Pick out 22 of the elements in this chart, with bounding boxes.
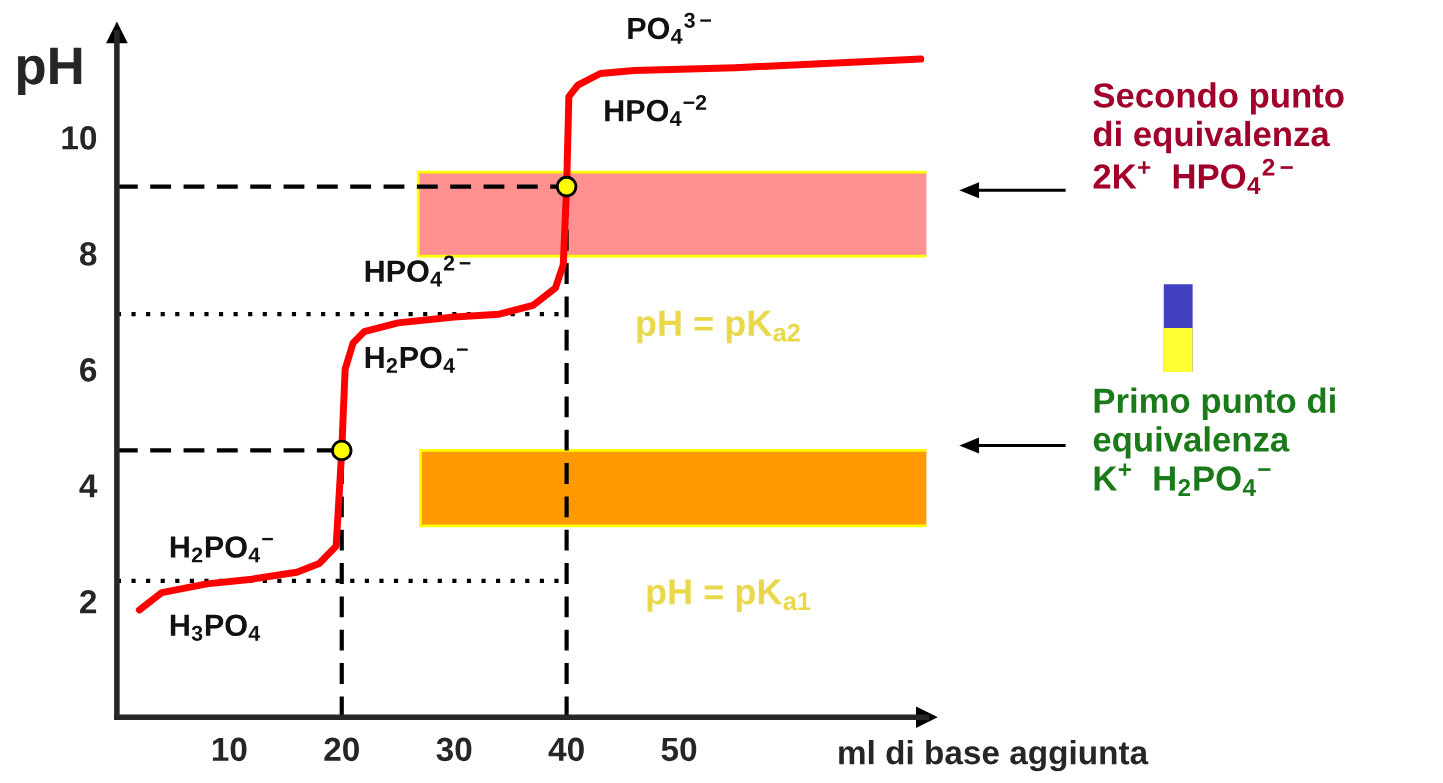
y-tick-label: 2 <box>80 590 97 614</box>
y-tick-label: 6 <box>80 358 97 382</box>
x-tick-label: 30 <box>436 737 472 762</box>
annotation: PO$_{4}$$^{3−}$ <box>628 12 711 44</box>
y-tick-label: 8 <box>79 242 97 266</box>
y-tick-label: 10 <box>62 126 97 150</box>
x-tick-label: 10 <box>212 737 247 762</box>
text: Secondo punto di equivalenza 2K$^{+}$ HPO$_{4}$$^{2−}$ <box>1093 82 1344 194</box>
x-tick-label: 50 <box>661 737 697 762</box>
annotation: H$_{2}$PO$_{4}$$^{−}$ <box>365 346 468 373</box>
annotation: pH = pK$_{a1}$ <box>647 579 811 612</box>
annotation: HPO$_{4}$$^{−2}$ <box>605 94 707 127</box>
y-axis-title: pH <box>17 47 82 96</box>
y-tick-label: 4 <box>79 474 98 498</box>
text: Primo punto di equivalenza K$^{+}$ H$_{2}$PO$_{4}$$^{−}$ <box>1093 387 1335 496</box>
x-tick-label: 20 <box>324 737 359 762</box>
annotation: HPO$_{4}$$^{2−}$ <box>365 255 471 287</box>
annotation: pH = pK$_{a2}$ <box>637 310 800 344</box>
x-tick-label: 40 <box>548 737 584 762</box>
x-axis-title: ml di base aggiunta <box>839 739 1149 772</box>
annotation: H$_{2}$PO$_{4}$$^{−}$ <box>170 536 273 563</box>
annotation: H$_{3}$PO$_{4}$ <box>170 614 261 641</box>
